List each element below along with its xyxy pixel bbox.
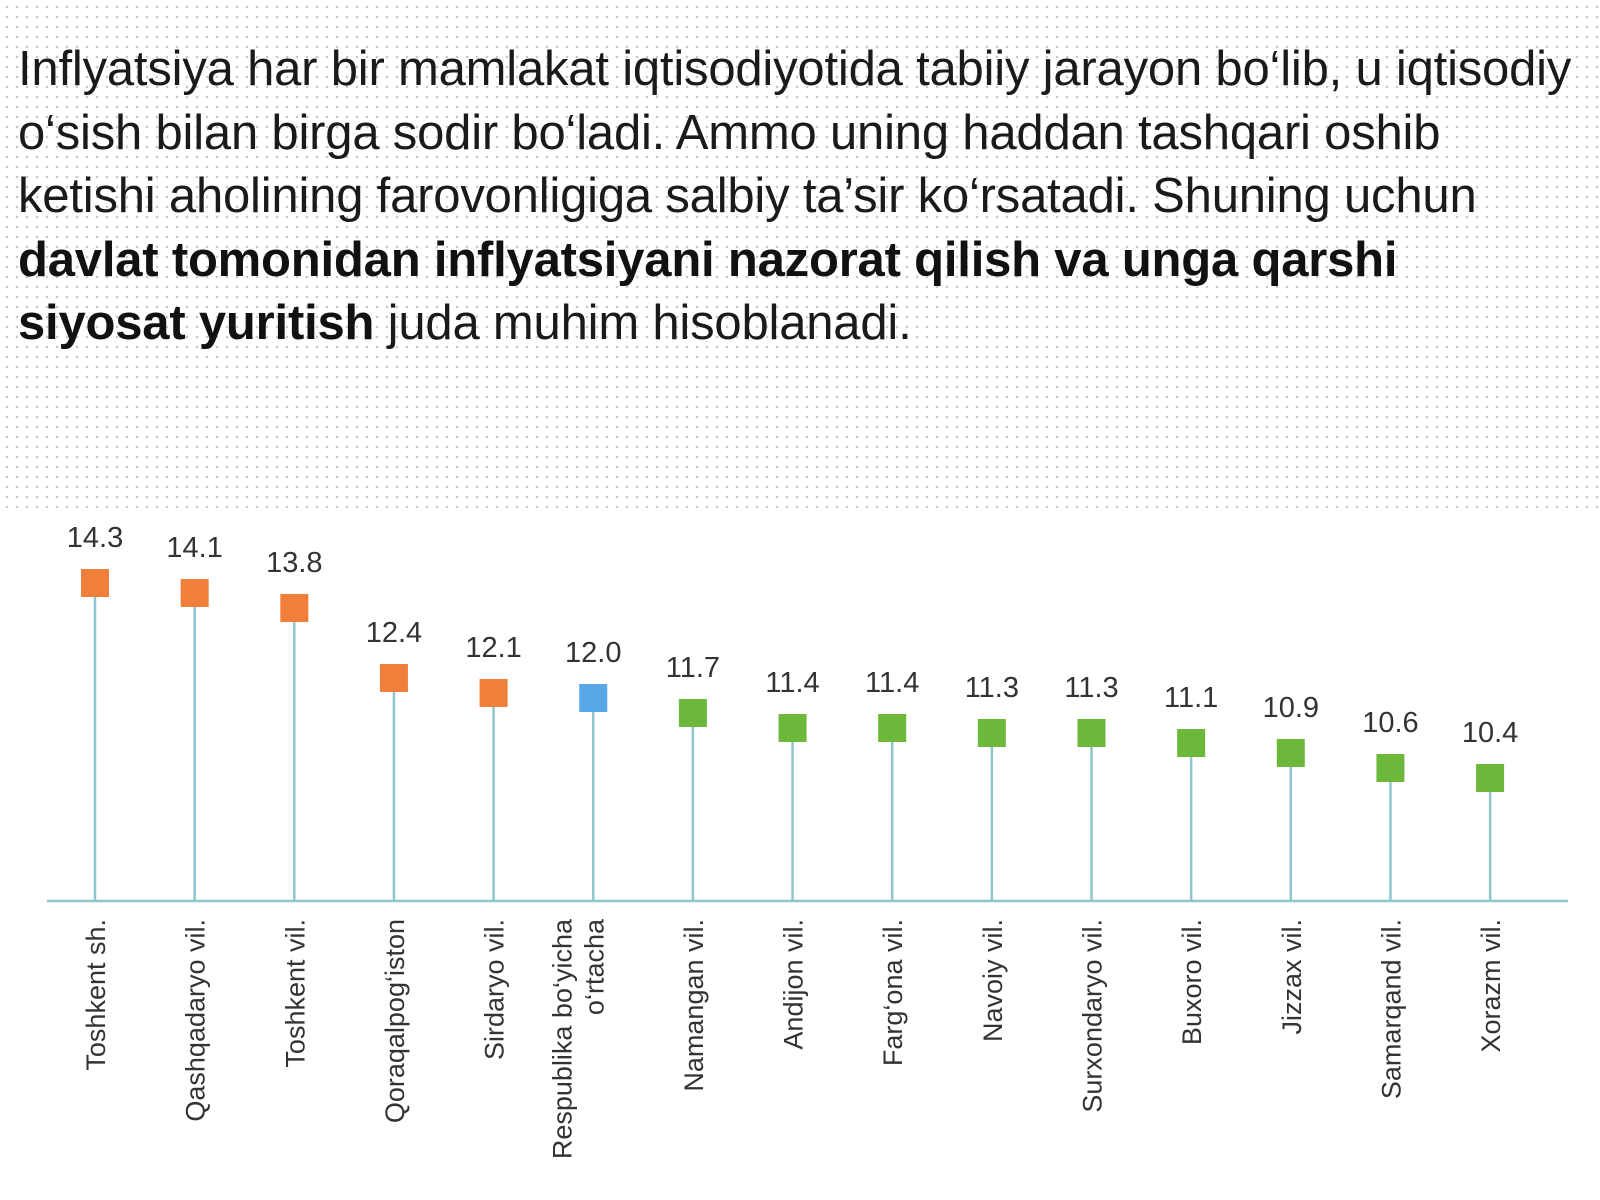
data-label: 11.4 [765,667,819,699]
category-tick-label-line: Buxoro vil. [1177,919,1207,1045]
intro-text-bold: davlat tomonidan inflyatsiyani nazorat q… [18,232,1398,351]
data-label: 10.6 [1362,707,1418,739]
data-label: 11.3 [1064,672,1118,704]
data-label: 11.7 [666,652,720,684]
category-tick-label: Sirdaryo vil. [480,919,510,1060]
lollipop-marker [1177,729,1206,757]
lollipop-marker [977,719,1006,747]
category-tick-label-line: Toshkent vil. [280,919,310,1068]
lollipop-marker [81,569,109,597]
lollipop-marker [180,579,209,607]
lollipop-marker [280,594,309,622]
category-tick-label-line: Namangan vil. [679,919,709,1092]
lollipop-marker [678,699,707,727]
category-tick-label: Qashqadaryo vil. [181,919,211,1122]
category-tick-label-line: Toshkent sh. [81,919,111,1071]
data-label: 10.4 [1462,717,1518,749]
category-tick-label-line: Xorazm vil. [1476,919,1506,1053]
data-label: 11.3 [965,672,1019,704]
category-tick-label-line: Qoraqalpog‘iston [380,919,410,1123]
lollipop-marker [379,664,408,692]
category-tick-label-line: Jizzax vil. [1277,919,1307,1035]
dotted-text-background [0,0,1600,508]
category-tick-label-line: o‘rtacha [579,918,609,1015]
data-label: 13.8 [266,547,322,579]
category-tick-label: Buxoro vil. [1177,919,1207,1045]
data-label: 10.9 [1263,692,1319,724]
data-label: 14.1 [166,532,222,564]
data-label: 11.4 [865,667,919,699]
data-label: 11.1 [1164,682,1218,714]
category-tick-label: Toshkent vil. [280,919,310,1068]
category-tick-label-line: Respublika bo‘yicha [547,918,577,1159]
lollipop-marker [1276,739,1305,767]
lollipop-marker [1476,764,1505,792]
data-label: 14.3 [67,522,123,554]
lollipop-marker [1077,719,1106,747]
chart-svg: 14.3 Toshkent sh. 14.1 Qashqadaryo vil. 13.8… [47,522,1568,1159]
category-tick-label-line: Samarqand vil. [1376,919,1406,1099]
category-tick-label: Surxondaryo vil. [1078,919,1108,1113]
lollipop-marker [579,684,608,712]
category-tick-label-line: Farg‘ona vil. [878,919,908,1066]
category-tick-label-line: Qashqadaryo vil. [181,919,211,1122]
category-tick-label: Qoraqalpog‘iston [380,919,410,1123]
data-label: 12.4 [366,617,422,649]
category-tick-label: Namangan vil. [679,919,709,1092]
lollipop-marker [1376,754,1405,782]
data-label: 12.1 [465,632,521,664]
category-tick-label-line: Navoiy vil. [978,919,1008,1042]
category-tick-label-line: Andijon vil. [779,919,809,1050]
inflation-chart: 14.3 Toshkent sh. 14.1 Qashqadaryo vil. 13.8… [0,508,1600,1200]
intro-paragraph: Inflyatsiya har bir mamlakat iqtisodiyot… [18,38,1578,356]
category-tick-label-line: Sirdaryo vil. [480,919,510,1060]
category-tick-label: Xorazm vil. [1476,919,1506,1053]
category-tick-label: Respublika bo‘yichao‘rtacha [547,918,609,1159]
category-tick-label: Toshkent sh. [81,919,111,1071]
data-label: 12.0 [565,637,621,669]
intro-text-part2: juda muhim hisoblanadi. [374,296,912,350]
category-tick-label: Samarqand vil. [1376,919,1406,1099]
category-tick-label-line: Surxondaryo vil. [1078,919,1108,1113]
lollipop-marker [778,714,807,742]
lollipop-marker [878,714,907,742]
category-tick-label: Navoiy vil. [978,919,1008,1042]
category-tick-label: Andijon vil. [779,919,809,1050]
category-tick-label: Farg‘ona vil. [878,919,908,1066]
intro-text-part1: Inflyatsiya har bir mamlakat iqtisodiyot… [18,42,1572,223]
category-tick-label: Jizzax vil. [1277,919,1307,1035]
lollipop-marker [479,679,508,707]
